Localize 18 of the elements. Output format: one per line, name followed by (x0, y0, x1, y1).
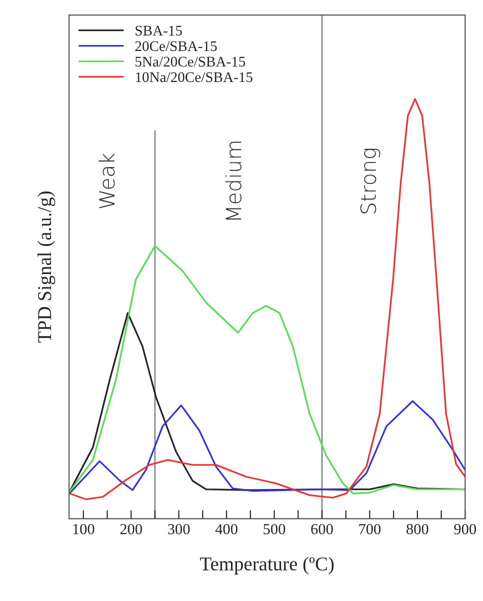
legend-label: SBA-15 (136, 26, 182, 36)
legend-label: 5Na/20Ce/SBA-15 (136, 56, 246, 67)
x-tick-label: 800 (406, 524, 428, 534)
x-tick-label: 400 (215, 524, 238, 534)
x-tick-label: 200 (120, 524, 142, 534)
x-tick-label: 100 (73, 524, 94, 534)
annotation: Medium (225, 142, 242, 220)
annotation: Weak (98, 153, 115, 208)
x-tick-label: 500 (264, 524, 286, 534)
x-axis-title: Temperature (ºC) (200, 556, 334, 574)
x-tick-label: 900 (454, 524, 476, 534)
x-tick-label: 300 (168, 524, 190, 534)
y-axis-title: TPD Signal (a.u./g) (37, 192, 56, 343)
x-tick-label: 700 (359, 524, 381, 534)
annotation: Strong (360, 148, 380, 214)
x-tick-label: 600 (311, 524, 333, 534)
legend-label: 20Ce/SBA-15 (135, 41, 217, 52)
legend-label: 10Na/20Ce/SBA-15 (136, 72, 252, 82)
